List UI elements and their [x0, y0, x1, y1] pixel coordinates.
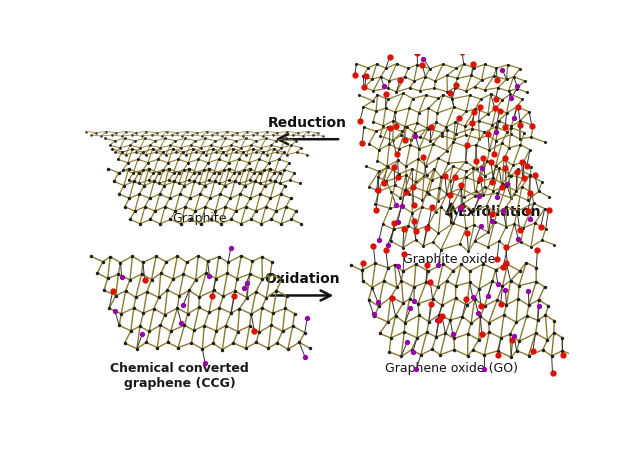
Text: Graphene oxide (GO): Graphene oxide (GO) — [384, 362, 518, 375]
Text: Chemical converted
graphene (CCG): Chemical converted graphene (CCG) — [111, 362, 249, 390]
Text: Graphite: Graphite — [172, 212, 226, 225]
Text: Oxidation: Oxidation — [264, 272, 339, 286]
Text: Reduction: Reduction — [267, 116, 346, 130]
Text: Exfoliation: Exfoliation — [458, 205, 541, 219]
Text: Graphite oxide: Graphite oxide — [403, 253, 495, 266]
